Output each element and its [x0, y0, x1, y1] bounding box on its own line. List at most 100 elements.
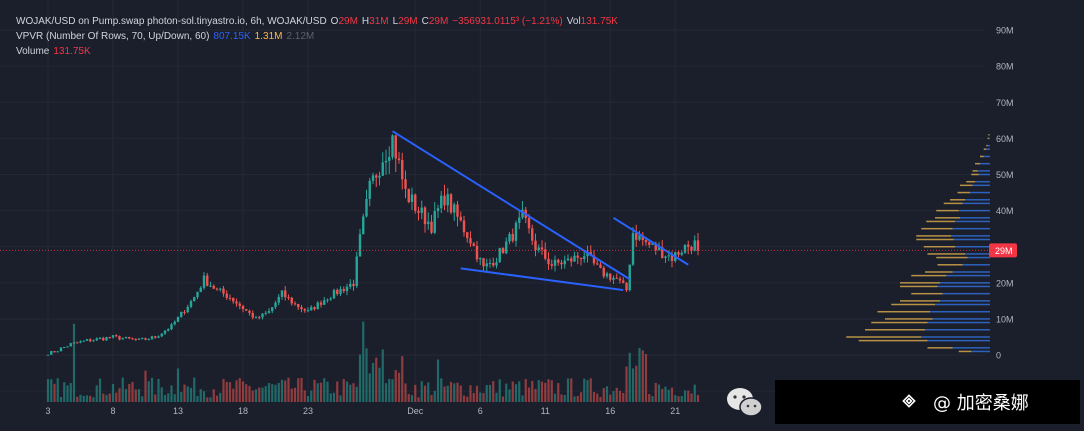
- volume-bar[interactable]: [345, 381, 349, 402]
- volume-bar[interactable]: [199, 389, 202, 402]
- candle[interactable]: [180, 311, 183, 317]
- candle[interactable]: [225, 293, 228, 298]
- volume-bar[interactable]: [670, 387, 674, 402]
- candle[interactable]: [622, 280, 625, 283]
- candle[interactable]: [277, 296, 280, 303]
- volume-bar[interactable]: [85, 395, 89, 402]
- volume-bar[interactable]: [358, 354, 362, 402]
- volume-bar[interactable]: [222, 378, 225, 402]
- candle[interactable]: [407, 188, 410, 203]
- candle[interactable]: [511, 234, 514, 241]
- volume-bar[interactable]: [579, 392, 583, 402]
- candle[interactable]: [609, 273, 612, 280]
- candle[interactable]: [449, 194, 453, 213]
- candle[interactable]: [388, 157, 391, 161]
- volume-bar[interactable]: [381, 349, 384, 402]
- candle[interactable]: [105, 337, 108, 341]
- volume-bar[interactable]: [206, 397, 209, 402]
- volume-bar[interactable]: [232, 388, 235, 402]
- candle[interactable]: [66, 346, 69, 348]
- candle[interactable]: [423, 207, 427, 225]
- candle[interactable]: [362, 216, 365, 235]
- candle[interactable]: [466, 232, 469, 239]
- volume-bar[interactable]: [622, 392, 625, 402]
- volume-bar[interactable]: [648, 394, 651, 402]
- volume-bar[interactable]: [303, 390, 306, 402]
- volume-bar[interactable]: [638, 347, 641, 402]
- candle[interactable]: [170, 324, 173, 330]
- volume-bar[interactable]: [540, 381, 544, 402]
- volume-bar[interactable]: [410, 395, 414, 402]
- volume-bar[interactable]: [531, 380, 534, 402]
- candle[interactable]: [469, 238, 472, 244]
- volume-bar[interactable]: [544, 382, 547, 402]
- volume-bar[interactable]: [46, 379, 50, 402]
- volume-bar[interactable]: [248, 386, 251, 402]
- volume-bar[interactable]: [186, 386, 189, 402]
- volume-bar[interactable]: [63, 382, 66, 402]
- candle[interactable]: [358, 234, 362, 257]
- volume-bar[interactable]: [511, 381, 514, 402]
- volume-bar[interactable]: [657, 384, 661, 402]
- candle[interactable]: [553, 259, 557, 266]
- volume-bar[interactable]: [306, 395, 310, 402]
- candle[interactable]: [527, 217, 531, 229]
- volume-bar[interactable]: [160, 387, 163, 402]
- volume-bar[interactable]: [586, 380, 589, 402]
- volume-bar[interactable]: [443, 386, 446, 402]
- volume-bar[interactable]: [98, 378, 102, 402]
- volume-bar[interactable]: [76, 396, 79, 402]
- volume-bar[interactable]: [95, 385, 98, 402]
- candle[interactable]: [693, 240, 696, 251]
- candle[interactable]: [154, 336, 157, 338]
- candle[interactable]: [189, 301, 193, 307]
- volume-bar[interactable]: [150, 377, 154, 402]
- volume-bar[interactable]: [105, 394, 108, 402]
- volume-bar[interactable]: [388, 378, 391, 402]
- volume-bar[interactable]: [267, 383, 271, 402]
- candle[interactable]: [618, 278, 622, 281]
- candle[interactable]: [118, 336, 121, 340]
- candle[interactable]: [50, 351, 53, 355]
- volume-bar[interactable]: [336, 381, 339, 402]
- candle[interactable]: [690, 246, 693, 251]
- volume-bar[interactable]: [128, 383, 131, 402]
- volume-bar[interactable]: [524, 379, 527, 402]
- candle[interactable]: [531, 228, 534, 241]
- volume-bar[interactable]: [157, 378, 160, 402]
- volume-bar[interactable]: [394, 369, 397, 402]
- candle[interactable]: [384, 160, 388, 163]
- candle[interactable]: [677, 252, 680, 255]
- volume-bar[interactable]: [436, 359, 440, 402]
- candle[interactable]: [228, 297, 232, 299]
- volume-bar[interactable]: [280, 379, 284, 402]
- candle[interactable]: [264, 312, 267, 314]
- volume-bar[interactable]: [677, 396, 680, 402]
- candle[interactable]: [557, 259, 560, 263]
- candle[interactable]: [410, 194, 414, 203]
- volume-bar[interactable]: [466, 396, 469, 402]
- volume-bar[interactable]: [583, 378, 586, 402]
- candle[interactable]: [433, 211, 436, 233]
- candle[interactable]: [193, 297, 196, 302]
- candle[interactable]: [625, 282, 628, 291]
- volume-bar[interactable]: [612, 391, 615, 402]
- candle[interactable]: [570, 258, 573, 262]
- volume-bar[interactable]: [446, 385, 449, 402]
- volume-bar[interactable]: [449, 381, 453, 402]
- trendline-upper-1[interactable]: [391, 130, 631, 281]
- candle[interactable]: [501, 247, 505, 254]
- volume-bar[interactable]: [56, 378, 59, 402]
- volume-bar[interactable]: [163, 395, 167, 402]
- candle[interactable]: [508, 234, 511, 242]
- volume-bar[interactable]: [628, 352, 631, 402]
- candle[interactable]: [635, 233, 638, 240]
- candle[interactable]: [111, 335, 115, 338]
- volume-bar[interactable]: [472, 393, 475, 402]
- candle[interactable]: [85, 339, 89, 341]
- candle[interactable]: [329, 298, 332, 300]
- volume-bar[interactable]: [297, 378, 300, 402]
- candle[interactable]: [443, 195, 446, 206]
- volume-bar[interactable]: [397, 372, 401, 402]
- volume-bar[interactable]: [495, 392, 498, 402]
